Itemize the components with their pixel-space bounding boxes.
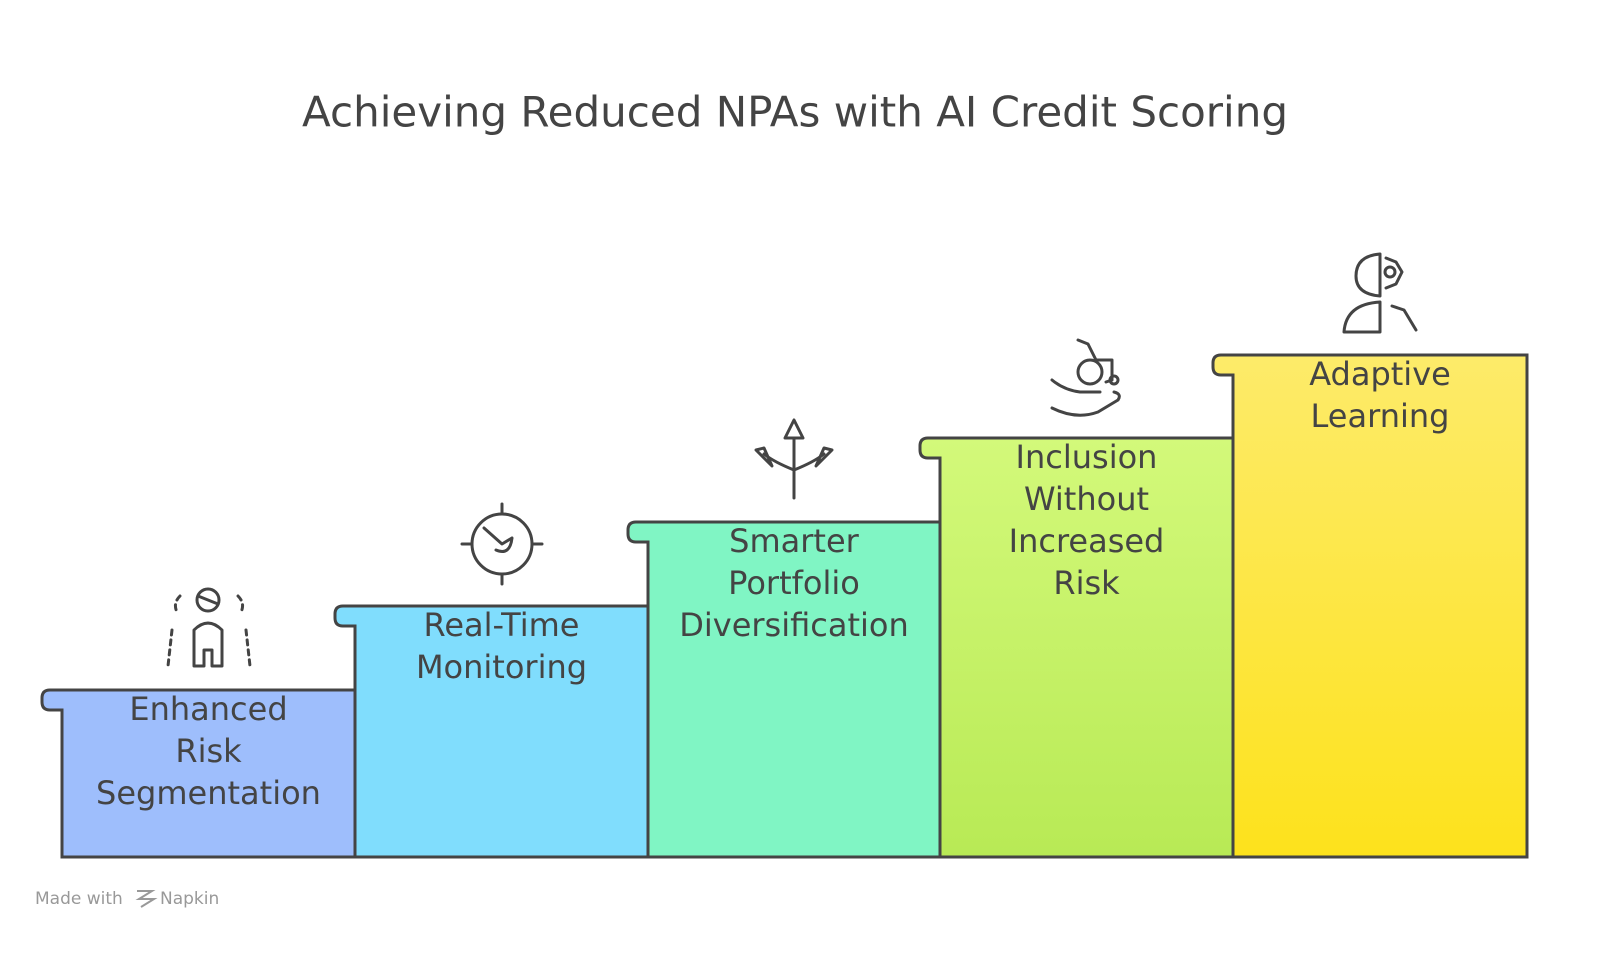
step-label: Smarter bbox=[729, 522, 859, 560]
icon-people bbox=[166, 587, 252, 668]
icon-arrows bbox=[754, 418, 834, 500]
step bbox=[626, 520, 942, 859]
step-label: Risk bbox=[1053, 564, 1120, 602]
step-label: Enhanced bbox=[129, 690, 287, 728]
step-label: Without bbox=[1024, 480, 1149, 518]
step-label: Learning bbox=[1311, 397, 1450, 435]
step-label: Inclusion bbox=[1016, 438, 1158, 476]
step-label: Risk bbox=[175, 732, 242, 770]
step bbox=[333, 604, 650, 859]
icon-head-gear bbox=[1342, 252, 1418, 334]
step bbox=[40, 688, 357, 859]
step-label: Segmentation bbox=[96, 774, 321, 812]
footer-prefix: Made with bbox=[35, 889, 123, 909]
icon-radar bbox=[460, 502, 544, 586]
step-label: Increased bbox=[1009, 522, 1165, 560]
step bbox=[918, 436, 1235, 859]
step-label: Real-Time bbox=[424, 606, 580, 644]
icon-hand bbox=[1050, 338, 1121, 417]
step-label: Portfolio bbox=[728, 564, 860, 602]
footer-logo bbox=[135, 890, 158, 908]
step-label: Diversification bbox=[679, 606, 909, 644]
step-label: Adaptive bbox=[1309, 355, 1451, 393]
footer-brand: Napkin bbox=[160, 889, 219, 909]
step-label: Monitoring bbox=[416, 648, 587, 686]
step bbox=[1211, 353, 1529, 859]
title: Achieving Reduced NPAs with AI Credit Sc… bbox=[302, 88, 1288, 137]
